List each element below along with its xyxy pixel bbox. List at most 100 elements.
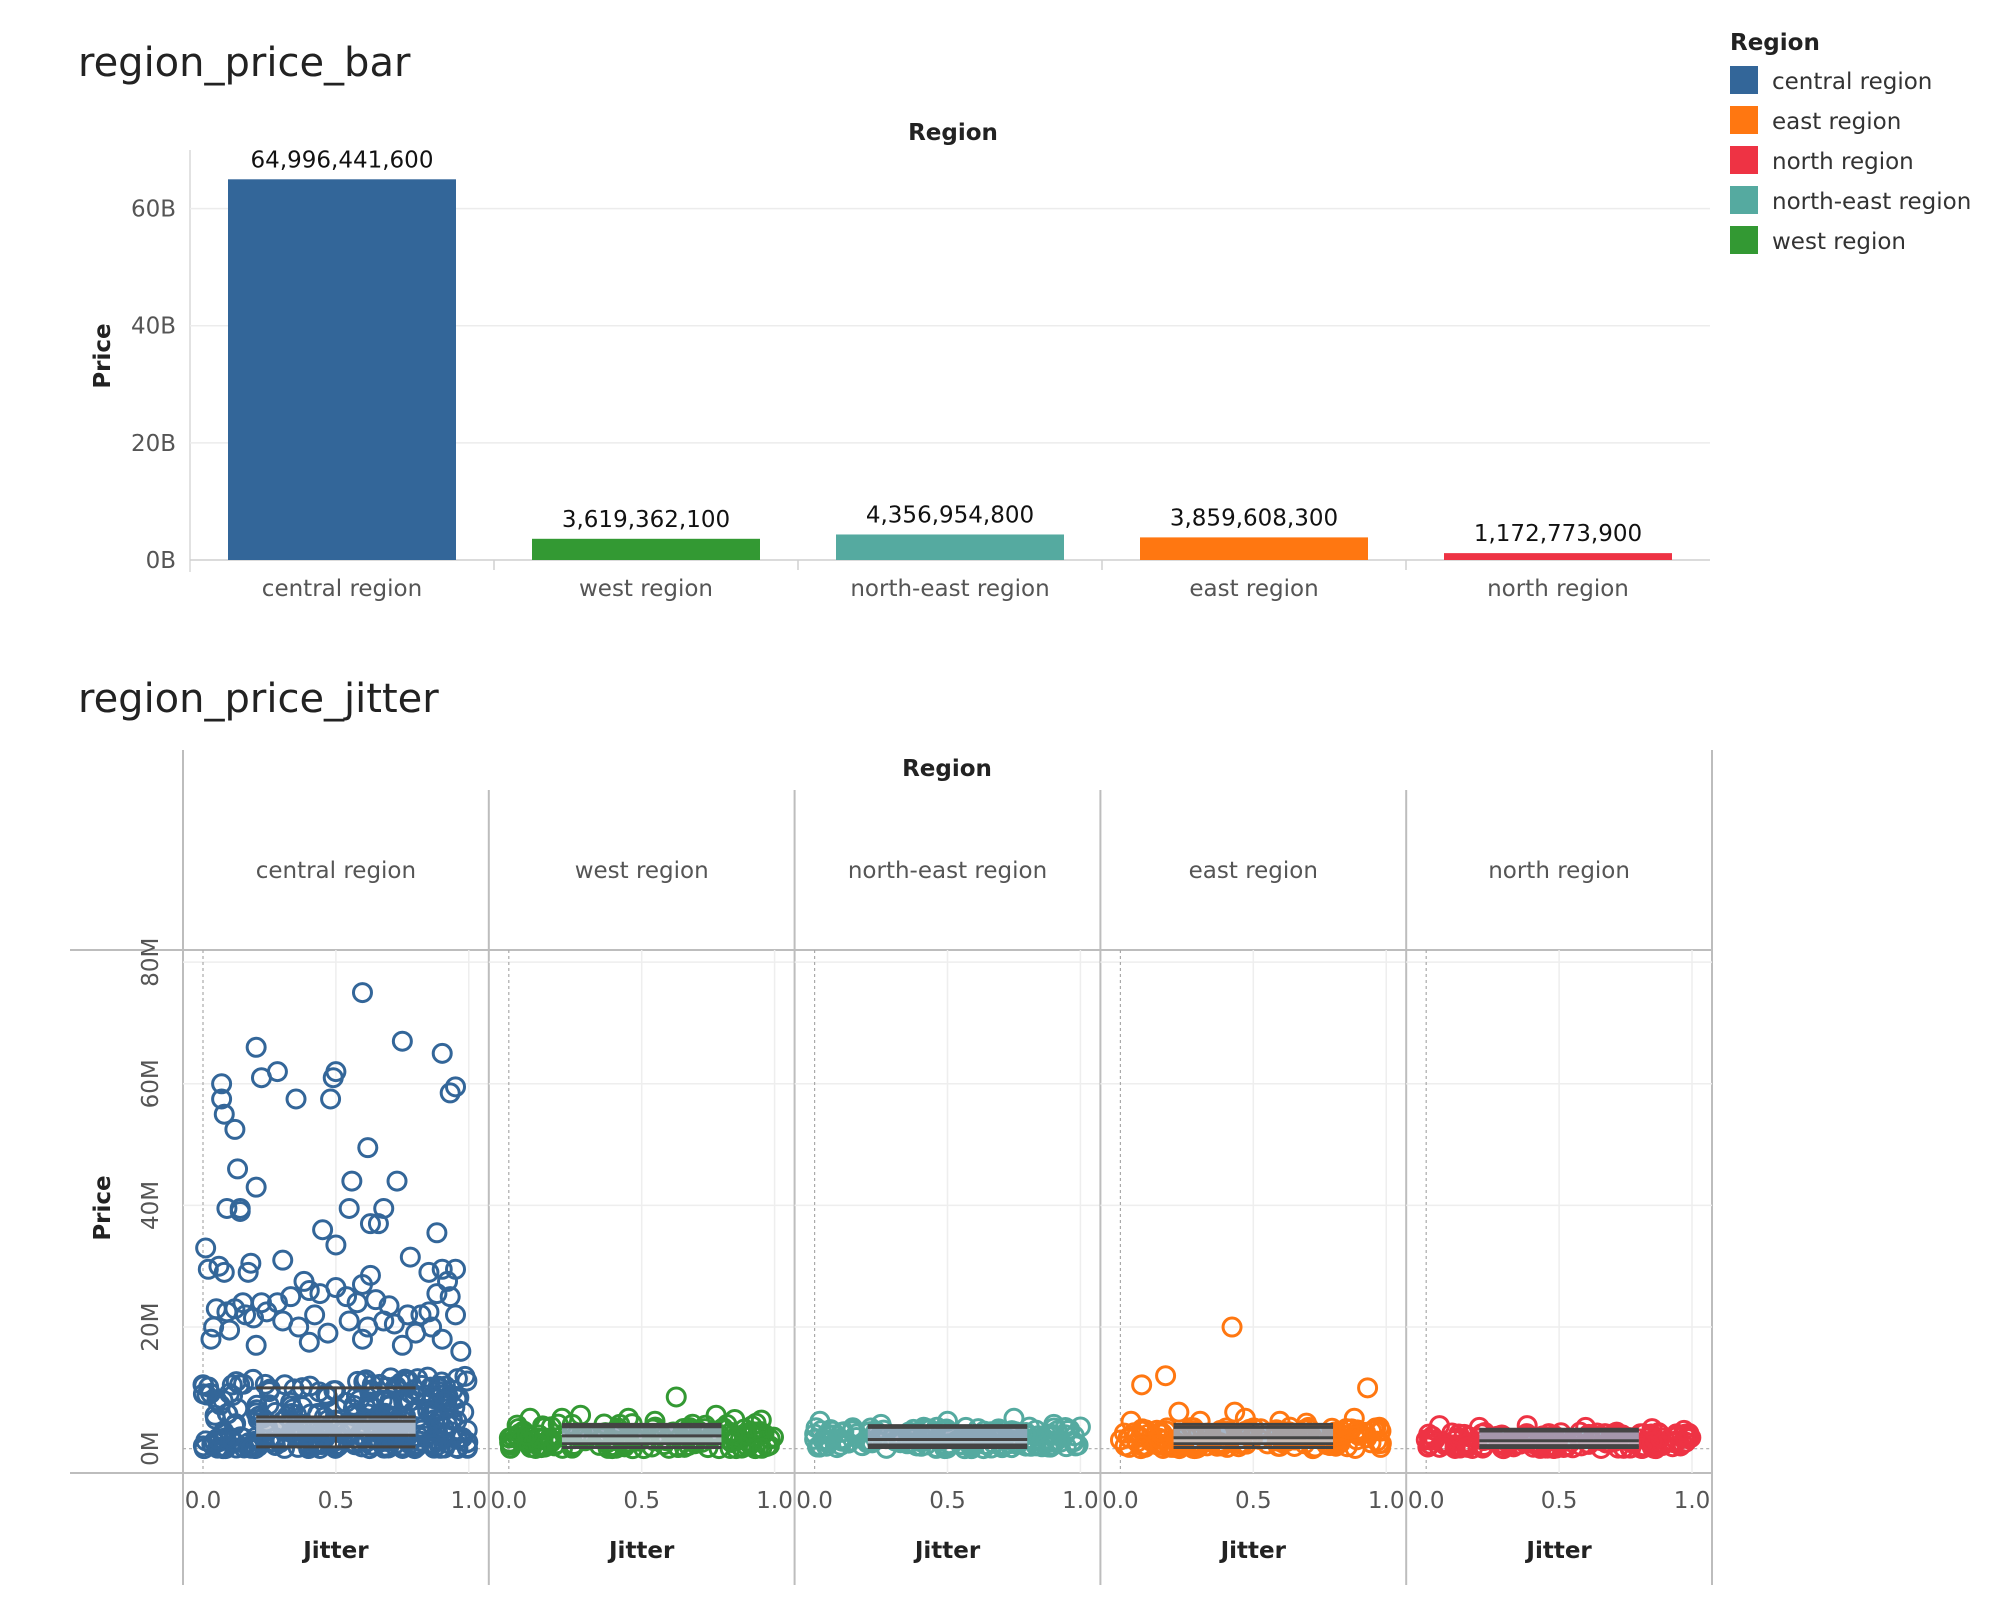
jitter-point bbox=[809, 1410, 831, 1432]
jitter-point bbox=[1343, 1407, 1365, 1429]
bar-y-tick-label: 60B bbox=[131, 197, 176, 223]
bar-chart-bars: 64,996,441,600 3,619,362,100 4,356,954,800… bbox=[228, 147, 1672, 560]
box-upper bbox=[256, 1417, 416, 1422]
bar-chart-header: Region bbox=[908, 120, 998, 146]
jitter-point bbox=[357, 1137, 379, 1159]
jitter-point bbox=[453, 1401, 475, 1423]
jitter-x-axis-label: Jitter bbox=[1219, 1538, 1287, 1564]
jitter-point bbox=[1428, 1415, 1450, 1437]
jitter-point bbox=[379, 1389, 401, 1411]
legend-label: north region bbox=[1772, 149, 1914, 175]
jitter-point bbox=[288, 1316, 310, 1338]
box-upper bbox=[867, 1427, 1028, 1440]
jitter-point bbox=[439, 1082, 461, 1104]
jitter-point bbox=[1131, 1435, 1153, 1457]
jitter-x-tick-label: 0.5 bbox=[1235, 1488, 1272, 1514]
bar-value-label: 1,172,773,900 bbox=[1474, 521, 1642, 547]
bar-x-tick-label: west region bbox=[579, 576, 713, 602]
jitter-point bbox=[1049, 1431, 1071, 1453]
jitter-point bbox=[206, 1428, 228, 1450]
jitter-point bbox=[245, 1036, 267, 1058]
jitter-x-tick-label: 0.0 bbox=[1102, 1488, 1139, 1514]
jitter-x-tick-label: 1.0 bbox=[1368, 1488, 1405, 1514]
legend-swatch-east-region[interactable] bbox=[1730, 106, 1758, 134]
legend: Region central region east region north re… bbox=[1730, 30, 1971, 255]
jitter-point bbox=[528, 1435, 550, 1457]
bar-west-region[interactable] bbox=[532, 538, 760, 560]
legend-label: east region bbox=[1772, 109, 1901, 135]
box-plot bbox=[1173, 1422, 1334, 1449]
jitter-point bbox=[322, 1067, 344, 1089]
jitter-y-tick-label: 60M bbox=[138, 1059, 164, 1108]
jitter-point bbox=[341, 1170, 363, 1192]
jitter-point bbox=[1155, 1365, 1177, 1387]
legend-swatch-central-region[interactable] bbox=[1730, 66, 1758, 94]
jitter-point bbox=[421, 1401, 443, 1423]
jitter-point bbox=[1037, 1436, 1059, 1458]
jitter-chart: region_price_jitter Region Price 0M 20M 40… bbox=[70, 676, 1713, 1585]
jitter-point bbox=[317, 1322, 339, 1344]
bar-y-tick-label: 0B bbox=[146, 548, 176, 574]
jitter-point bbox=[285, 1088, 307, 1110]
jitter-point bbox=[219, 1319, 241, 1341]
jitter-chart-y-ticks: 0M 20M 40M 60M 80M bbox=[138, 938, 164, 1466]
jitter-x-tick-label: 1.0 bbox=[1062, 1488, 1099, 1514]
bar-central-region[interactable] bbox=[228, 179, 456, 560]
jitter-point bbox=[420, 1376, 442, 1398]
jitter-point bbox=[665, 1386, 687, 1408]
jitter-y-tick-label: 80M bbox=[138, 938, 164, 987]
jitter-point bbox=[358, 1391, 380, 1413]
legend-label: central region bbox=[1772, 69, 1932, 95]
legend-swatch-west-region[interactable] bbox=[1730, 226, 1758, 254]
jitter-point bbox=[213, 1103, 235, 1125]
jitter-point bbox=[445, 1437, 467, 1459]
jitter-x-axis-label: Jitter bbox=[913, 1538, 981, 1564]
jitter-chart-y-axis-label: Price bbox=[90, 1175, 116, 1240]
legend-label: west region bbox=[1772, 229, 1906, 255]
jitter-point bbox=[1673, 1419, 1695, 1441]
jitter-point bbox=[325, 1234, 347, 1256]
jitter-point bbox=[1224, 1401, 1246, 1423]
box-plot bbox=[867, 1424, 1028, 1449]
legend-swatch-north-region[interactable] bbox=[1730, 146, 1758, 174]
legend-swatch-north-east-region[interactable] bbox=[1730, 186, 1758, 214]
jitter-panel-header: north-east region bbox=[848, 858, 1047, 884]
bar-value-label: 3,619,362,100 bbox=[562, 507, 730, 533]
jitter-point bbox=[205, 1298, 227, 1320]
jitter-chart-header: Region bbox=[902, 756, 992, 782]
jitter-point bbox=[1069, 1416, 1091, 1438]
jitter-point bbox=[437, 1270, 459, 1292]
jitter-x-tick-label: 1.0 bbox=[451, 1488, 488, 1514]
bar-north-region[interactable] bbox=[1444, 553, 1672, 560]
jitter-point bbox=[196, 1384, 218, 1406]
bar-east-region[interactable] bbox=[1140, 537, 1368, 560]
jitter-x-tick-label: 0.0 bbox=[796, 1488, 833, 1514]
jitter-point bbox=[750, 1409, 772, 1431]
jitter-point bbox=[383, 1313, 405, 1335]
jitter-point bbox=[309, 1283, 331, 1305]
jitter-x-tick-label: 0.5 bbox=[1541, 1488, 1578, 1514]
jitter-point bbox=[399, 1246, 421, 1268]
jitter-x-axis-label: Jitter bbox=[1524, 1538, 1592, 1564]
box-upper bbox=[1479, 1431, 1639, 1441]
box-lower bbox=[1173, 1437, 1334, 1444]
jitter-point bbox=[386, 1170, 408, 1192]
jitter-point bbox=[367, 1213, 389, 1235]
jitter-point bbox=[1120, 1410, 1142, 1432]
jitter-panel-header: north region bbox=[1488, 858, 1630, 884]
jitter-point bbox=[208, 1255, 230, 1277]
jitter-point bbox=[421, 1316, 443, 1338]
jitter-point bbox=[1444, 1436, 1466, 1458]
box-plot bbox=[561, 1422, 722, 1449]
jitter-point bbox=[224, 1118, 246, 1140]
box-lower bbox=[561, 1435, 722, 1444]
jitter-point bbox=[391, 1334, 413, 1356]
box-upper bbox=[561, 1426, 722, 1436]
bar-north-east-region[interactable] bbox=[836, 534, 1064, 560]
jitter-point bbox=[227, 1158, 249, 1180]
jitter-point bbox=[418, 1261, 440, 1283]
jitter-point bbox=[528, 1427, 550, 1449]
jitter-point bbox=[1368, 1433, 1390, 1455]
jitter-point bbox=[346, 1292, 368, 1314]
jitter-point bbox=[272, 1249, 294, 1271]
